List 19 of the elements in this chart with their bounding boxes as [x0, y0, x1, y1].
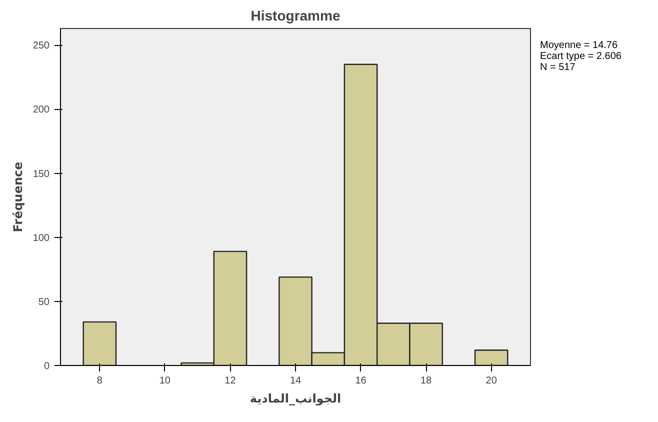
y-tick-label: 0 — [44, 361, 50, 372]
chart-title: Histogramme — [250, 8, 340, 24]
x-tick-label: 20 — [486, 376, 498, 386]
y-tick-label: 250 — [32, 40, 50, 52]
text: Ecart type = 2.606 — [540, 51, 622, 62]
x-tick-label: 12 — [224, 376, 236, 386]
text: N = 517 — [540, 62, 576, 73]
x-tick-label: 8 — [96, 376, 103, 386]
text: Moyenne = 14.76 — [540, 40, 618, 51]
x-axis-title: الجوانب_المادية — [250, 392, 342, 406]
y-tick-label: 50 — [38, 296, 50, 308]
y-tick-label: 150 — [32, 168, 50, 180]
x-tick-label: 14 — [290, 376, 302, 386]
y-axis-title: Fréquence — [10, 162, 25, 232]
x-tick-label: 16 — [355, 376, 367, 386]
x-tick-label: 18 — [420, 376, 432, 386]
y-tick-label: 100 — [32, 232, 50, 244]
x-tick-label: 10 — [159, 376, 171, 386]
y-tick-label: 200 — [32, 104, 50, 116]
